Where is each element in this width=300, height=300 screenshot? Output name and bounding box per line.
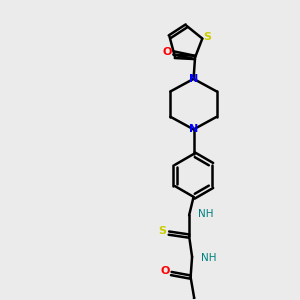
Text: N: N — [189, 74, 198, 84]
Text: NH: NH — [201, 253, 217, 263]
Text: S: S — [158, 226, 166, 236]
Text: O: O — [160, 266, 170, 276]
Text: S: S — [204, 32, 212, 42]
Text: O: O — [162, 46, 172, 56]
Text: N: N — [189, 124, 198, 134]
Text: NH: NH — [198, 209, 214, 219]
